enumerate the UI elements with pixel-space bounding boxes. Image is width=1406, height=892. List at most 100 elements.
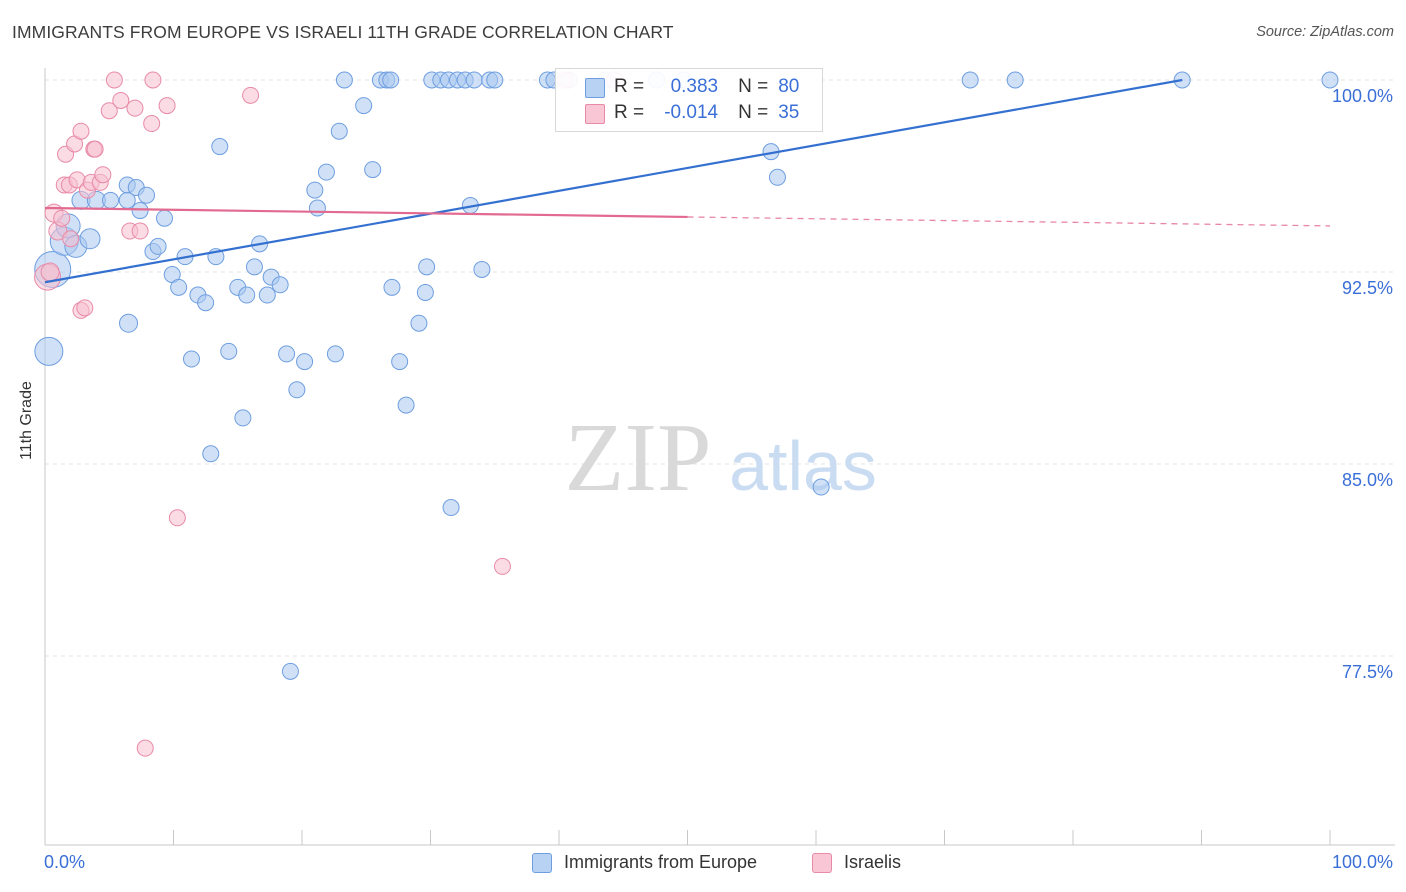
immigrants-point[interactable]: [1006, 71, 1024, 89]
immigrants-point[interactable]: [326, 345, 344, 363]
legend-r-label: R =: [614, 76, 645, 97]
immigrants-point[interactable]: [119, 313, 139, 333]
immigrants-point[interactable]: [149, 237, 167, 255]
immigrants-point[interactable]: [416, 283, 434, 301]
immigrants-point[interactable]: [768, 168, 786, 186]
immigrants-point[interactable]: [335, 71, 353, 89]
immigrants-point[interactable]: [288, 381, 306, 399]
y-axis-label: 11th Grade: [18, 381, 35, 460]
israelis-point[interactable]: [53, 209, 71, 227]
immigrants-point[interactable]: [410, 314, 428, 332]
immigrants-point[interactable]: [1321, 71, 1339, 89]
immigrants-point[interactable]: [308, 199, 326, 217]
watermark: ZIP atlas: [565, 404, 877, 512]
immigrants-point[interactable]: [364, 161, 382, 179]
legend-r-value: 0.383: [670, 76, 719, 97]
israelis-point[interactable]: [62, 230, 80, 248]
israelis-point[interactable]: [493, 557, 511, 575]
immigrants-point[interactable]: [238, 286, 256, 304]
immigrants-point[interactable]: [465, 71, 483, 89]
immigrants-point[interactable]: [234, 409, 252, 427]
immigrants-point[interactable]: [281, 662, 299, 680]
immigrants-point[interactable]: [197, 294, 215, 312]
israelis-point[interactable]: [72, 122, 90, 140]
x-tick-label-max: 100.0%: [1331, 852, 1393, 872]
axes: [44, 68, 1395, 846]
israelis-point[interactable]: [136, 739, 154, 757]
trend-line-2: [44, 206, 688, 219]
israelis-point[interactable]: [100, 102, 118, 120]
israelis-point[interactable]: [168, 509, 186, 527]
source-label: Source: ZipAtlas.com: [1256, 24, 1394, 40]
legend-swatch-pink: [585, 104, 605, 124]
legend-swatch-blue: [585, 78, 605, 98]
immigrants-point[interactable]: [812, 478, 830, 496]
grid-lines: [45, 79, 1395, 657]
immigrants-point[interactable]: [330, 122, 348, 140]
immigrants-point[interactable]: [182, 350, 200, 368]
immigrants-point[interactable]: [211, 138, 229, 156]
legend-r-label: R =: [614, 102, 645, 123]
legend-swatch-immigrants: [532, 852, 552, 873]
immigrants-point[interactable]: [418, 258, 436, 276]
immigrants-point[interactable]: [442, 499, 460, 517]
immigrants-point[interactable]: [245, 258, 263, 276]
immigrants-point[interactable]: [220, 342, 238, 360]
immigrants-point[interactable]: [391, 353, 409, 371]
legend-n-value: 35: [778, 102, 800, 123]
israelis-point[interactable]: [158, 97, 176, 115]
israelis-point[interactable]: [94, 166, 112, 184]
israelis-point[interactable]: [242, 86, 260, 104]
y-tick-label: 85.0%: [1341, 470, 1393, 490]
trend-line-1: [44, 78, 1183, 284]
immigrants-point[interactable]: [397, 396, 415, 414]
israelis-point[interactable]: [105, 71, 123, 89]
immigrants-point[interactable]: [383, 278, 401, 296]
legend-n-label: N =: [738, 76, 769, 97]
chart-title: IMMIGRANTS FROM EUROPE VS ISRAELI 11TH G…: [12, 22, 674, 42]
immigrants-point[interactable]: [486, 71, 504, 89]
immigrants-point[interactable]: [473, 260, 491, 278]
immigrants-point[interactable]: [382, 71, 400, 89]
israelis-point[interactable]: [40, 262, 60, 282]
israelis-point[interactable]: [112, 91, 130, 109]
immigrants-point[interactable]: [355, 97, 373, 115]
israelis-point[interactable]: [126, 99, 144, 117]
immigrants-point[interactable]: [258, 286, 276, 304]
legend-swatch-israelis: [812, 852, 832, 873]
immigrants-point[interactable]: [79, 228, 101, 250]
trend-line-extension-2: [687, 216, 1331, 227]
immigrants-point[interactable]: [156, 209, 174, 227]
israelis-point[interactable]: [131, 222, 149, 240]
correlation-legend: R = 0.383 N = 80 R = -0.014 N = 35: [555, 68, 823, 132]
series-legend: Immigrants from Europe Israelis: [0, 852, 1406, 876]
y-tick-label: 77.5%: [1341, 662, 1393, 682]
legend-r-value: -0.014: [664, 102, 719, 123]
immigrants-point[interactable]: [131, 202, 149, 220]
legend-item-israelis[interactable]: Israelis: [812, 852, 901, 873]
trend-lines: [44, 78, 1331, 284]
watermark-zip: ZIP: [565, 404, 712, 512]
x-tick-label-min: 0.0%: [44, 852, 86, 872]
immigrants-point[interactable]: [317, 163, 335, 181]
immigrants-point[interactable]: [296, 353, 314, 371]
legend-row-series2: R = -0.014 N = 35: [614, 101, 799, 125]
immigrants-point[interactable]: [306, 181, 324, 199]
israelis-point[interactable]: [76, 299, 94, 317]
immigrants-point[interactable]: [278, 345, 296, 363]
immigrants-point[interactable]: [961, 71, 979, 89]
legend-label-israelis: Israelis: [844, 852, 902, 872]
israelis-point[interactable]: [86, 140, 104, 158]
legend-n-value: 80: [778, 76, 800, 97]
israelis-point[interactable]: [144, 71, 162, 89]
immigrants-point[interactable]: [102, 191, 120, 209]
immigrants-point[interactable]: [202, 445, 220, 463]
immigrants-point[interactable]: [170, 278, 188, 296]
immigrants-point[interactable]: [271, 276, 289, 294]
immigrants-point[interactable]: [138, 186, 156, 204]
legend-item-immigrants[interactable]: Immigrants from Europe: [532, 852, 757, 873]
series-immigrants-points: [34, 71, 1339, 680]
immigrants-point[interactable]: [34, 336, 64, 366]
israelis-point[interactable]: [143, 115, 161, 133]
